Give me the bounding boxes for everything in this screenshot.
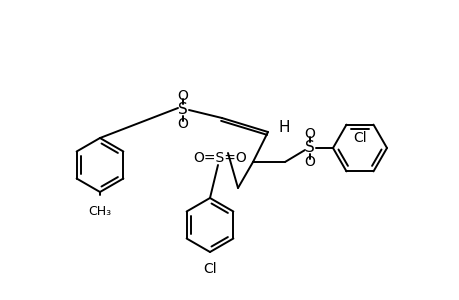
Text: O: O: [304, 155, 315, 169]
Text: S: S: [304, 140, 314, 155]
Text: O: O: [177, 89, 188, 103]
Text: O=S=O: O=S=O: [193, 151, 246, 165]
Text: S: S: [178, 103, 187, 118]
Text: H: H: [278, 121, 289, 136]
Text: Cl: Cl: [353, 131, 366, 145]
Text: O: O: [177, 117, 188, 131]
Text: CH₃: CH₃: [88, 205, 112, 218]
Text: Cl: Cl: [203, 262, 216, 276]
Text: O: O: [304, 127, 315, 141]
